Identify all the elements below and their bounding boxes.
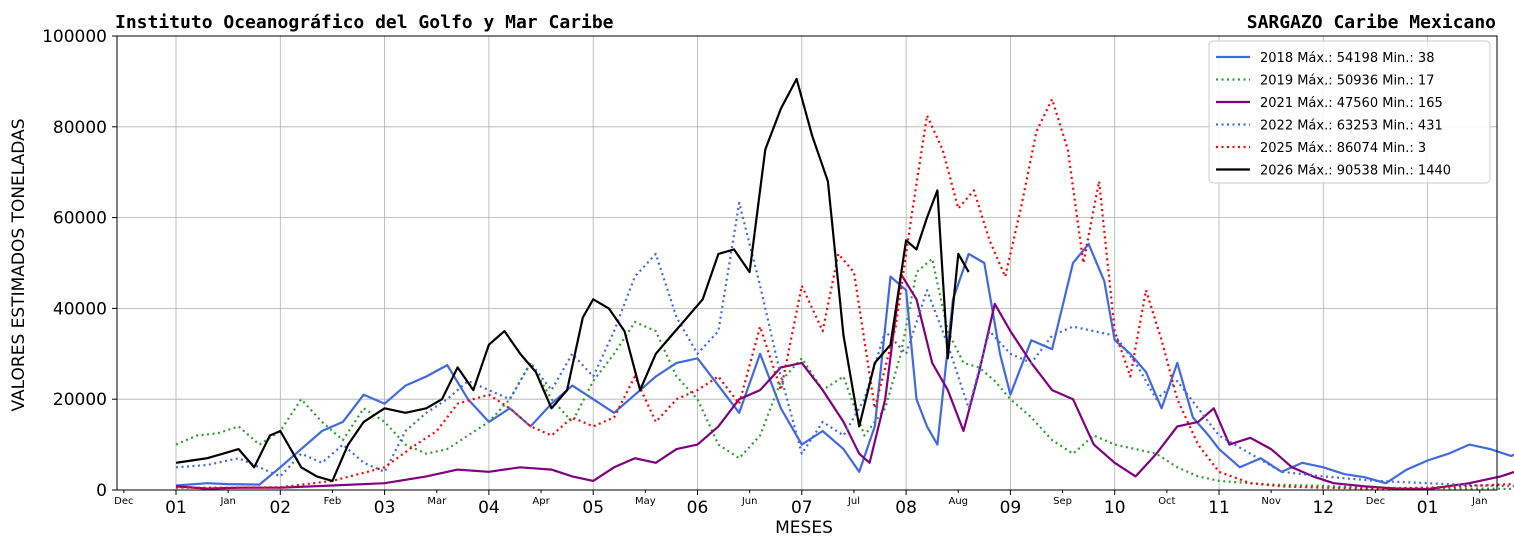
x-minor-tick-label: Apr [532, 496, 550, 507]
x-major-tick-label: 10 [1104, 498, 1126, 518]
legend: 2018 Máx.: 54198 Min.: 38 2019 Máx.: 5093… [1208, 40, 1491, 184]
x-minor-tick-label: Dec [114, 496, 133, 507]
series-line-2022 [175, 201, 1514, 488]
x-major-tick-label: 07 [791, 498, 813, 518]
legend-label-2026: 2026 Máx.: 90538 Min.: 1440 [1260, 164, 1451, 179]
series-line-2026 [175, 77, 970, 482]
x-major-tick-label: 11 [1208, 498, 1230, 518]
y-tick-label: 80000 [53, 118, 107, 138]
region-title: SARGAZO Caribe Mexicano [1247, 12, 1496, 33]
institute-title: Instituto Oceanográfico del Golfo y Mar … [115, 12, 614, 33]
axis-ticks: 01 02 03 04 05 06 07 08 09 10 11 12 01 Dec Jan Feb Mar Ap… [42, 27, 1487, 518]
x-minor-tick-label: Dec [1366, 496, 1385, 507]
x-minor-tick-label: May [635, 496, 656, 507]
x-major-tick-label: 09 [1000, 498, 1022, 518]
y-tick-label: 100000 [42, 27, 107, 47]
series-line-2019 [175, 257, 1514, 491]
x-minor-tick-label: Jul [847, 496, 860, 507]
x-minor-tick-label: Aug [948, 496, 968, 507]
x-major-tick-label: 08 [895, 498, 917, 518]
plot-frame [116, 35, 1498, 491]
y-tick-label: 40000 [53, 299, 107, 319]
y-tick-label: 60000 [53, 209, 107, 229]
x-major-tick-label: 03 [374, 498, 396, 518]
x-major-tick-label: 01 [165, 498, 187, 518]
legend-label-2018: 2018 Máx.: 54198 Min.: 38 [1260, 51, 1434, 66]
series-lines [175, 77, 1514, 491]
x-major-tick-label: 06 [687, 498, 709, 518]
x-minor-tick-label: Jan [1471, 496, 1487, 507]
x-major-tick-label: 04 [478, 498, 500, 518]
legend-label-2019: 2019 Máx.: 50936 Min.: 17 [1260, 74, 1434, 89]
legend-label-2025: 2025 Máx.: 86074 Min.: 3 [1260, 141, 1426, 156]
x-minor-tick-label: Oct [1158, 496, 1175, 507]
x-minor-tick-label: Nov [1261, 496, 1281, 507]
x-major-tick-label: 01 [1417, 498, 1439, 518]
legend-label-2021: 2021 Máx.: 47560 Min.: 165 [1260, 96, 1443, 111]
x-major-tick-label: 05 [582, 498, 604, 518]
x-axis-label: MESES [775, 518, 833, 537]
x-major-tick-label: 02 [269, 498, 291, 518]
x-minor-tick-label: Mar [427, 496, 447, 507]
series-line-2018 [175, 242, 1514, 487]
legend-label-2022: 2022 Máx.: 63253 Min.: 431 [1260, 119, 1443, 134]
legend-box [1208, 40, 1491, 184]
x-minor-tick-label: Jun [741, 496, 758, 507]
x-minor-tick-label: Feb [324, 496, 342, 507]
y-tick-label: 20000 [53, 390, 107, 410]
x-major-tick-label: 12 [1312, 498, 1334, 518]
y-tick-label: 0 [96, 481, 107, 501]
x-minor-tick-label: Jan [219, 496, 235, 507]
x-minor-tick-label: Sep [1053, 496, 1072, 507]
series-line-2021 [175, 273, 1514, 491]
y-axis-label: VALORES ESTIMADOS TONELADAS [9, 119, 29, 412]
